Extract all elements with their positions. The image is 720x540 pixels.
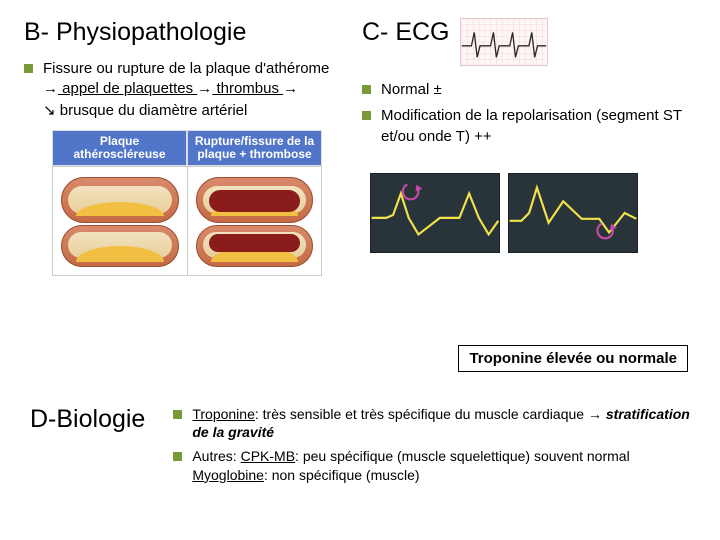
- troponine-box: Troponine élevée ou normale: [458, 345, 688, 372]
- plaque-figure: Plaque athéroscléreuse Rupture/fissure d…: [52, 130, 322, 276]
- section-b-title: B- Physiopathologie: [24, 18, 344, 47]
- plaque-image-right: [187, 167, 322, 275]
- c-bullet-1-text: Normal ±: [381, 80, 442, 100]
- c-bullet-1: Normal ±: [362, 80, 696, 100]
- c-bullet-2: Modification de la repolarisation (segme…: [362, 106, 696, 147]
- bullet-square-icon: [173, 410, 182, 419]
- section-c-title: C- ECG: [362, 18, 450, 47]
- bullet-square-icon: [362, 85, 371, 94]
- ecg-panels: [370, 173, 696, 253]
- b-bullet-1: Fissure ou rupture de la plaque d'athéro…: [24, 59, 344, 120]
- b-bullet-1-text: Fissure ou rupture de la plaque d'athéro…: [43, 59, 344, 120]
- section-b: B- Physiopathologie Fissure ou rupture d…: [24, 18, 344, 276]
- c-bullet-2-text: Modification de la repolarisation (segme…: [381, 106, 696, 147]
- d-bullet-1-text: Troponine: très sensible et très spécifi…: [192, 405, 696, 441]
- ecg-panel-right: [508, 173, 638, 253]
- d-bullet-2: Autres: CPK-MB: peu spécifique (muscle s…: [173, 447, 696, 483]
- section-d: D-Biologie Troponine: très sensible et t…: [30, 405, 696, 490]
- plaque-image-left: [53, 167, 187, 275]
- plaque-label-right: Rupture/fissure de la plaque + thrombose: [187, 130, 322, 166]
- bullet-square-icon: [24, 64, 33, 73]
- ecg-panel-left: [370, 173, 500, 253]
- section-d-title: D-Biologie: [30, 405, 145, 490]
- bullet-square-icon: [173, 452, 182, 461]
- section-c: C- ECG Normal ± Modification de la repol…: [362, 18, 696, 276]
- d-bullet-2-text: Autres: CPK-MB: peu spécifique (muscle s…: [192, 447, 696, 483]
- ecg-thumb-svg: [461, 19, 547, 65]
- d-bullet-1: Troponine: très sensible et très spécifi…: [173, 405, 696, 441]
- bullet-square-icon: [362, 111, 371, 120]
- ecg-thumbnail: [460, 18, 548, 66]
- plaque-label-left: Plaque athéroscléreuse: [52, 130, 187, 166]
